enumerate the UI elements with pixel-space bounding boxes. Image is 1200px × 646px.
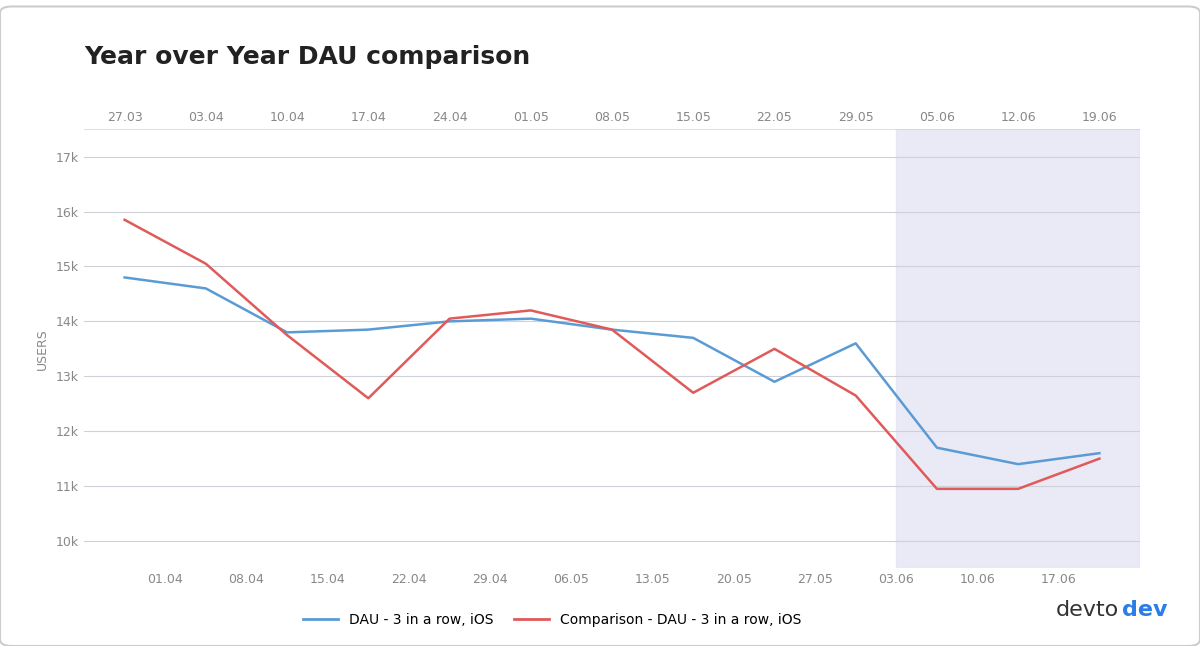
Legend: DAU - 3 in a row, iOS, Comparison - DAU - 3 in a row, iOS: DAU - 3 in a row, iOS, Comparison - DAU …: [298, 607, 806, 632]
Text: Year over Year DAU comparison: Year over Year DAU comparison: [84, 45, 530, 69]
Y-axis label: USERS: USERS: [36, 328, 49, 370]
Text: devto: devto: [1056, 600, 1120, 620]
Bar: [896, 129, 1140, 568]
Text: dev: dev: [1122, 600, 1168, 620]
